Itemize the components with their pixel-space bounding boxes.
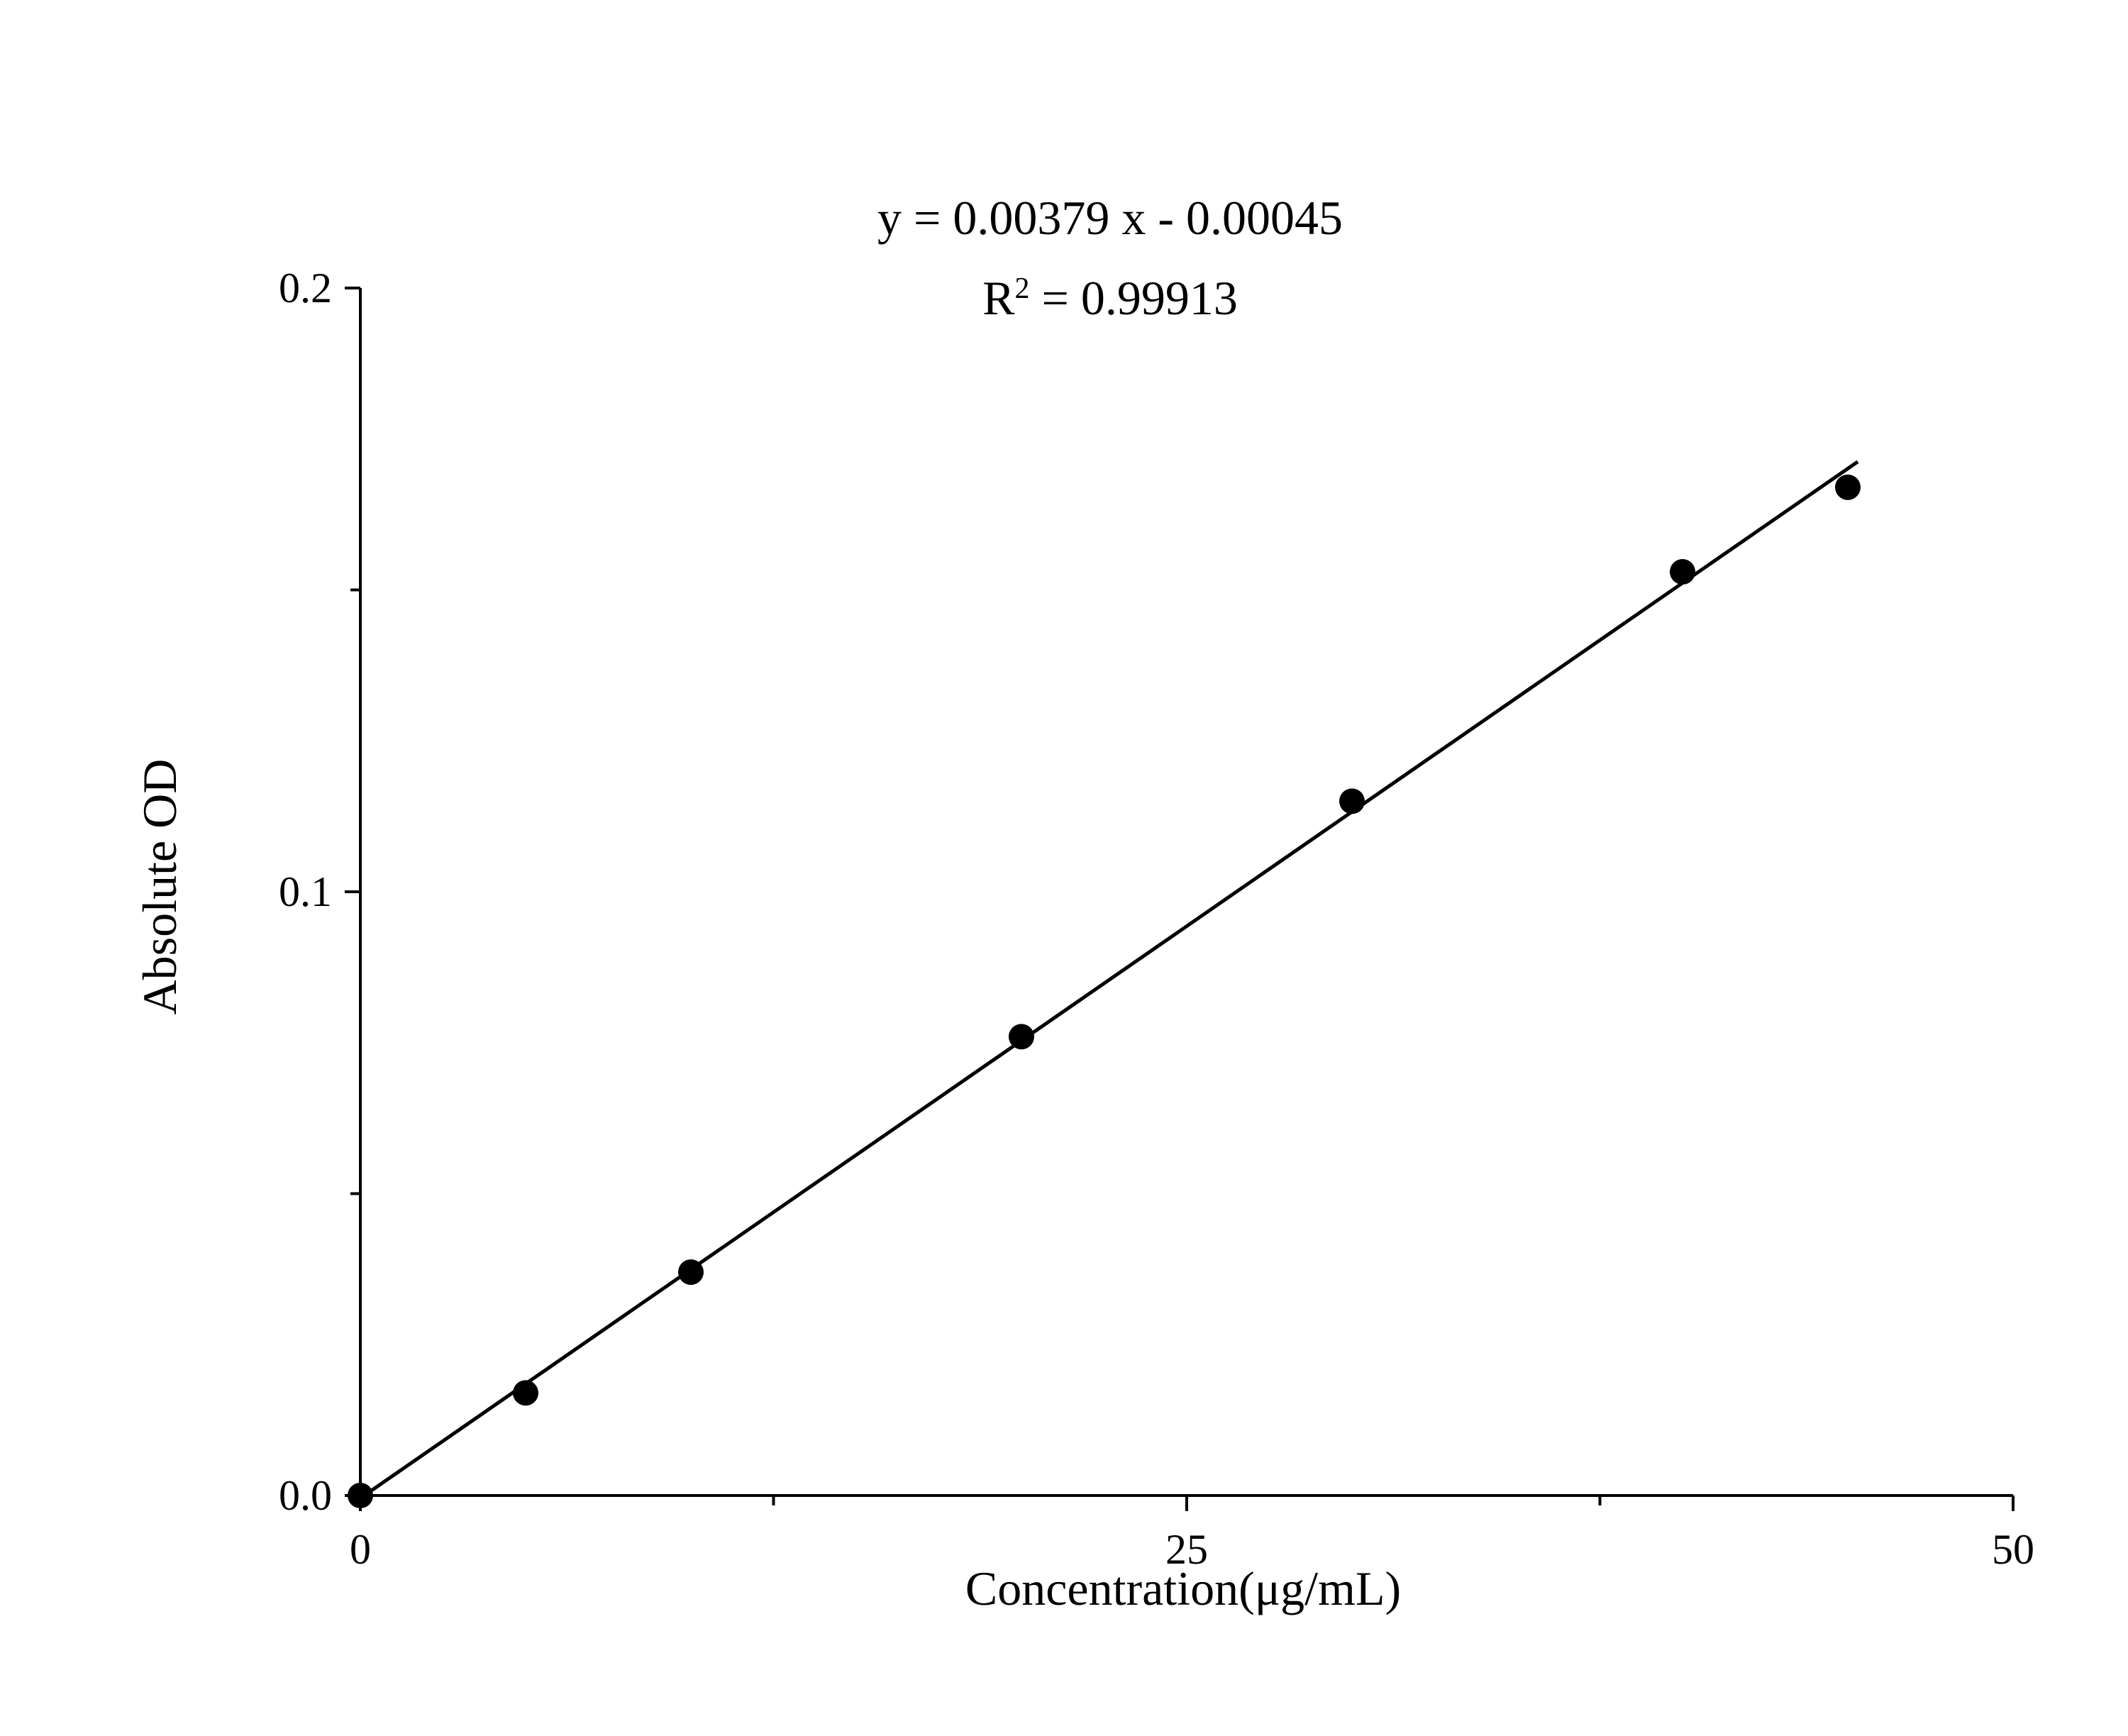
fit-annotations: y = 0.00379 x - 0.00045 R2 = 0.99913	[877, 191, 1343, 325]
fit-line-layer	[359, 460, 1859, 1500]
y-axis-title: Absolute OD	[133, 759, 187, 1015]
data-point-0-1	[513, 1380, 538, 1406]
x-axis-ticks: 0 25 50	[350, 1495, 2034, 1573]
y-tick-label-1: 0.1	[279, 868, 332, 915]
data-point-0-5	[1670, 558, 1695, 585]
data-point-0-0	[348, 1483, 373, 1508]
regression-equation-label: y = 0.00379 x - 0.00045	[877, 191, 1343, 245]
data-point-0-4	[1339, 788, 1365, 814]
x-tick-label-0: 0	[350, 1526, 371, 1573]
data-points-layer	[348, 474, 1861, 1508]
y-tick-label-2: 0.2	[279, 265, 332, 311]
r-squared-exponent: 2	[1015, 272, 1030, 305]
axes: 0 25 50 0.0 0.1 0.2 Concentration(μg/mL) Abs…	[133, 265, 2034, 1615]
regression-line	[359, 460, 1859, 1500]
r-squared-prefix: R	[982, 271, 1015, 325]
x-axis-title: Concentration(μg/mL)	[965, 1561, 1401, 1615]
data-point-0-6	[1835, 474, 1861, 500]
data-point-0-3	[1009, 1024, 1034, 1050]
r-squared-label: R2 = 0.99913	[982, 271, 1238, 325]
r-squared-value: = 0.99913	[1030, 271, 1238, 325]
data-point-0-2	[678, 1259, 704, 1286]
y-axis-ticks: 0.0 0.1 0.2	[279, 265, 360, 1519]
x-tick-label-2: 50	[1992, 1526, 2034, 1573]
y-tick-label-0: 0.0	[279, 1472, 332, 1519]
x-tick-label-1: 25	[1165, 1526, 1208, 1573]
